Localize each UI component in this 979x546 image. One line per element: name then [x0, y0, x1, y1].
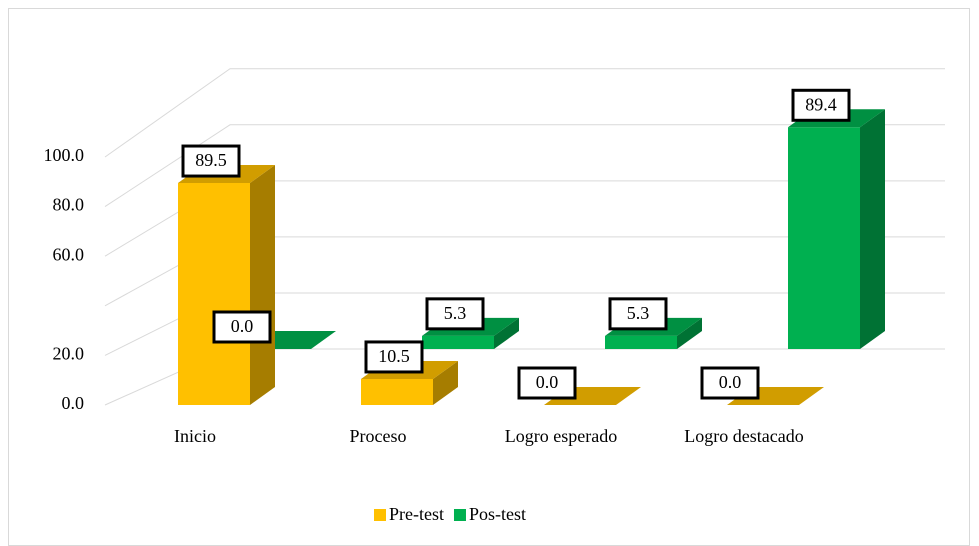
- legend-label: Pos-test: [469, 504, 526, 524]
- data-label: 0.0: [231, 316, 254, 336]
- legend-swatch: [374, 509, 386, 521]
- x-tick-label: Proceso: [350, 426, 407, 446]
- bar: [178, 165, 275, 405]
- data-label-box: [517, 366, 577, 400]
- x-tick-label: Logro destacado: [684, 426, 803, 446]
- data-label: 5.3: [444, 303, 467, 323]
- legend-swatch: [453, 509, 466, 521]
- legend-label: Pre-test: [389, 504, 444, 524]
- x-tick-label: Logro esperado: [505, 426, 617, 446]
- data-label-box: [364, 340, 424, 374]
- data-label-box: [791, 88, 851, 122]
- bar-face: [250, 165, 275, 405]
- y-tick-label: 60.0: [53, 244, 85, 264]
- data-label-box: [181, 144, 241, 178]
- data-label-box: [608, 297, 668, 331]
- bar-face: [677, 317, 702, 349]
- bar-face: [178, 183, 250, 405]
- data-label: 10.5: [378, 346, 410, 366]
- y-tick-label: 100.0: [44, 145, 85, 165]
- data-label: 89.5: [195, 150, 227, 170]
- bar-face: [788, 127, 860, 350]
- bar-face: [361, 378, 433, 405]
- y-tick-label: 20.0: [53, 344, 85, 364]
- data-label: 5.3: [627, 303, 650, 323]
- bar-face: [433, 360, 458, 405]
- data-label-box: [700, 366, 760, 400]
- bar: [788, 109, 885, 350]
- data-label-box: [212, 310, 272, 344]
- bar-face: [605, 335, 677, 349]
- bar-face: [494, 317, 519, 349]
- bar-face: [422, 335, 494, 349]
- x-tick-label: Inicio: [174, 426, 216, 446]
- grid-line: [104, 68, 945, 158]
- bar-face: [860, 109, 885, 350]
- data-label: 0.0: [536, 372, 559, 392]
- grid-line: [104, 124, 945, 208]
- data-label: 0.0: [719, 372, 742, 392]
- data-label-box: [425, 297, 485, 331]
- y-tick-label: 0.0: [62, 393, 85, 413]
- y-tick-label: 80.0: [53, 195, 85, 215]
- data-label: 89.4: [805, 94, 837, 114]
